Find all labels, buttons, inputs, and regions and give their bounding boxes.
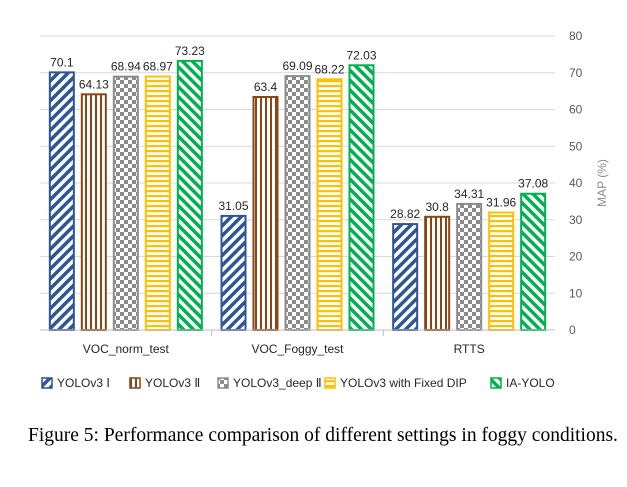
bar [316, 78, 343, 331]
x-tick-label: VOC_norm_test [83, 342, 170, 356]
x-tick-label: VOC_Foggy_test [251, 342, 344, 356]
bar [112, 75, 139, 332]
legend-item: YOLOv3 Ⅰ [41, 376, 110, 390]
legend-item: YOLOv3_deep Ⅱ [217, 376, 322, 390]
y-tick-label: 10 [569, 286, 583, 300]
y-tick-label: 60 [569, 103, 583, 117]
legend-item: IA-YOLO [490, 376, 555, 390]
bar [348, 64, 375, 331]
data-label: 64.13 [79, 77, 109, 91]
bar [80, 93, 107, 331]
bar [220, 214, 247, 331]
legend-swatch [324, 377, 336, 389]
legend-swatch [217, 377, 229, 389]
legend: YOLOv3 Ⅰ YOLOv3 Ⅱ YOLOv3_deep Ⅱ YOLOv3 with… [41, 376, 555, 390]
legend-label: YOLOv3 with Fixed DIP [340, 376, 467, 390]
bar [176, 59, 203, 331]
bar [392, 223, 419, 331]
legend-label: YOLOv3 Ⅱ [145, 376, 200, 390]
y-tick-label: 30 [569, 213, 583, 227]
bar [488, 211, 515, 331]
legend-swatch [490, 377, 502, 389]
data-label: 31.96 [486, 196, 516, 210]
data-label: 68.97 [143, 60, 173, 74]
bar [48, 71, 75, 331]
legend-label: IA-YOLO [506, 376, 555, 390]
y-tick-label: 50 [569, 139, 583, 153]
data-label: 37.08 [518, 177, 548, 191]
y-tick-label: 70 [569, 66, 583, 80]
y-tick-label: 80 [569, 29, 583, 43]
bar [424, 215, 451, 331]
legend-item: YOLOv3 Ⅱ [129, 376, 200, 390]
bar [284, 75, 311, 331]
figure-caption: Figure 5: Performance comparison of diff… [28, 425, 618, 446]
bar [144, 75, 171, 331]
data-label: 63.4 [254, 80, 278, 94]
y-tick-label: 40 [569, 176, 583, 190]
bars [48, 59, 547, 332]
data-label: 73.23 [175, 44, 205, 58]
legend-swatch [129, 377, 141, 389]
data-label: 70.1 [50, 55, 74, 69]
bar [456, 202, 483, 331]
data-label: 30.8 [425, 200, 449, 214]
data-label: 68.94 [111, 60, 141, 74]
y-tick-label: 20 [569, 250, 583, 264]
y-axis-title: MAP (%) [595, 159, 609, 207]
bar [520, 192, 547, 331]
axes: 0 10 20 30 40 50 60 70 80 VOC_norm_test VOC_Foggy_… [40, 29, 583, 356]
data-label: 31.05 [218, 199, 248, 213]
legend-item: YOLOv3 with Fixed DIP [324, 376, 467, 390]
legend-label: YOLOv3 Ⅰ [57, 376, 110, 390]
legend-swatch [41, 377, 53, 389]
legend-label: YOLOv3_deep Ⅱ [233, 376, 322, 390]
data-label: 68.22 [314, 62, 344, 76]
data-label: 72.03 [346, 48, 376, 62]
y-tick-label: 0 [569, 323, 576, 337]
x-tick-label: RTTS [454, 342, 485, 356]
data-label: 28.82 [390, 207, 420, 221]
bar [252, 96, 279, 331]
data-label: 34.31 [454, 187, 484, 201]
data-label: 69.09 [282, 59, 312, 73]
